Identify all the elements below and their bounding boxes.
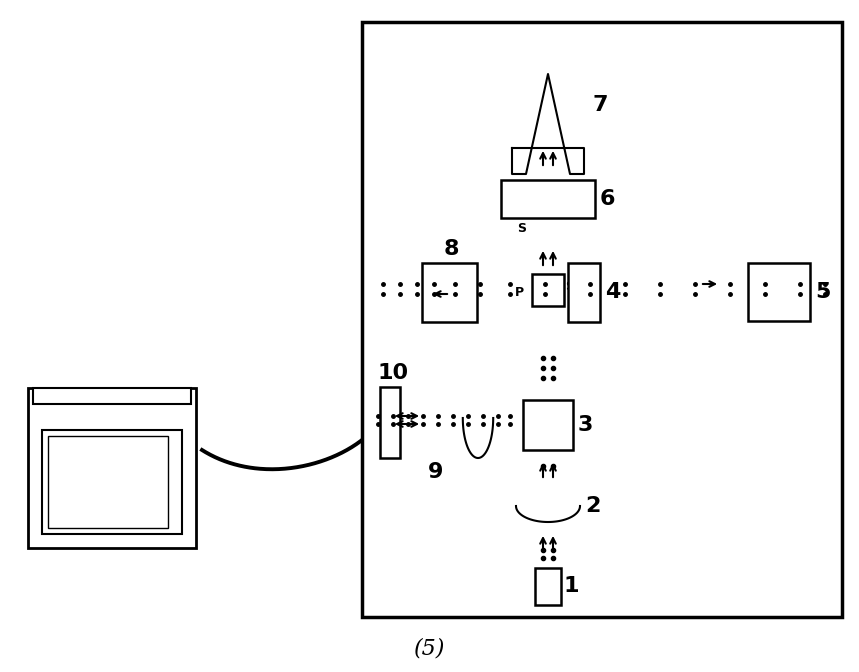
Bar xyxy=(33,388,191,404)
Bar xyxy=(380,387,400,458)
Bar xyxy=(501,180,595,218)
Bar xyxy=(535,568,561,605)
Bar xyxy=(42,430,182,534)
Text: 3: 3 xyxy=(578,415,594,435)
Bar xyxy=(532,274,564,306)
Text: 7: 7 xyxy=(592,95,607,115)
Text: 4: 4 xyxy=(605,282,620,302)
Text: P: P xyxy=(515,286,524,298)
Text: 1: 1 xyxy=(563,577,578,597)
Text: 10: 10 xyxy=(378,363,409,383)
Bar xyxy=(568,263,600,322)
Text: 9: 9 xyxy=(428,462,443,482)
Bar xyxy=(362,22,842,617)
Text: 5: 5 xyxy=(815,282,831,302)
Text: 2: 2 xyxy=(585,496,600,516)
Text: S: S xyxy=(565,280,575,292)
Text: 8: 8 xyxy=(444,239,460,259)
Bar xyxy=(28,388,196,548)
Text: S: S xyxy=(517,222,527,235)
Text: 6: 6 xyxy=(600,189,616,209)
Bar xyxy=(48,436,168,528)
Bar xyxy=(748,263,810,321)
Text: (5): (5) xyxy=(414,637,446,659)
Bar xyxy=(422,263,477,322)
Bar xyxy=(523,400,573,450)
